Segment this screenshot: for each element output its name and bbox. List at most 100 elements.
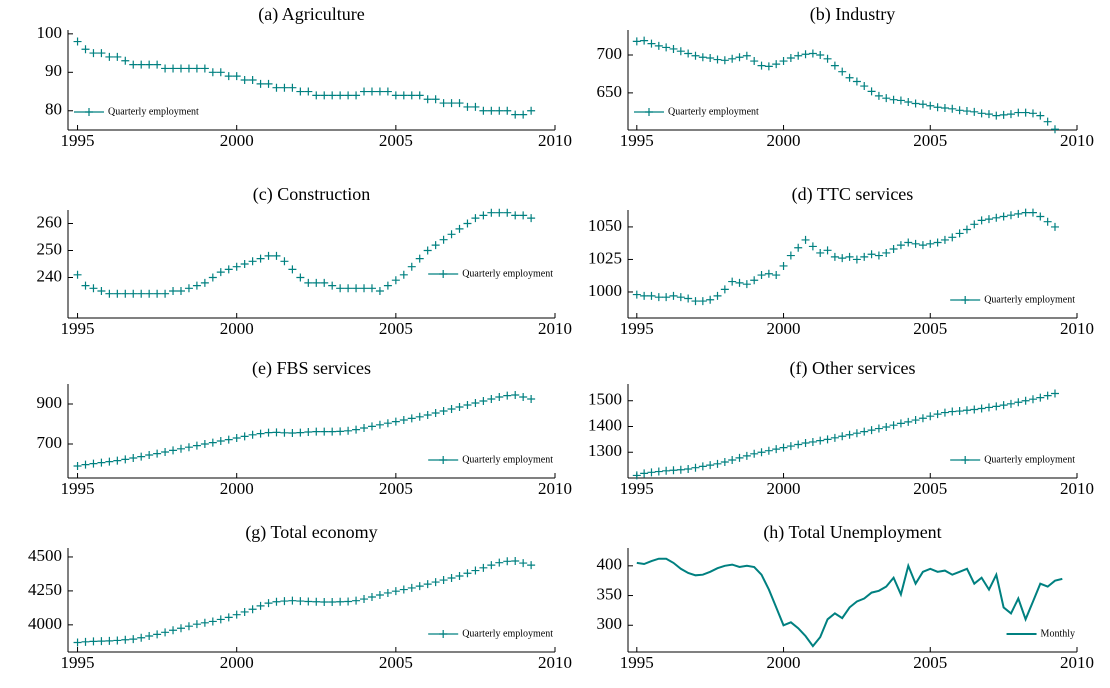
data-point [896,241,905,250]
data-point [105,289,114,298]
data-point [948,104,957,113]
data-point [750,276,759,285]
legend-label: Quarterly employment [984,294,1075,305]
data-point [728,455,737,464]
data-point [81,460,90,469]
data-point [296,87,305,96]
data-point [256,254,265,263]
data-point [823,435,832,444]
data-point [105,457,114,466]
data-point [153,289,162,298]
data-point [169,626,178,635]
data-point [304,87,313,96]
data-point [904,97,913,106]
data-point [447,99,456,108]
data-point [415,254,424,263]
y-tick-label: 1025 [588,248,622,267]
data-point [169,446,178,455]
data-point [280,83,289,92]
data-point [153,449,162,458]
data-point [926,412,935,421]
data-point [764,62,773,71]
data-point [511,391,520,399]
data-point [503,391,512,400]
data-point [519,559,528,568]
data-point [232,610,241,619]
data-point [970,405,979,414]
x-tick-label: 2000 [767,319,801,338]
data-point [926,101,935,110]
data-point [1014,209,1023,218]
data-point [383,281,392,290]
data-point [153,60,162,69]
data-point [720,56,729,65]
data-point [676,47,685,56]
data-point [352,91,361,100]
data-point [184,64,193,73]
data-point [479,397,488,405]
panel-title: (a) Agriculture [258,4,364,25]
data-point [1036,212,1045,221]
data-point [867,250,876,259]
data-point [999,110,1008,119]
data-point [89,284,98,293]
data-point [264,79,273,88]
data-point [1043,391,1052,400]
data-point [320,91,329,100]
data-point [779,443,788,452]
data-point [977,404,986,413]
data-point [801,50,810,59]
data-point [73,37,82,46]
data-point [240,260,249,268]
data-point [860,427,869,436]
data-point [511,557,520,566]
data-point [407,262,416,271]
data-point [224,613,233,622]
data-point [970,107,979,116]
data-point [698,462,707,471]
data-point [447,574,456,583]
data-point [272,597,281,606]
data-point [503,208,512,217]
data-point [830,433,839,442]
data-point [632,290,641,299]
data-point [320,598,329,607]
data-point [176,624,185,633]
data-point [698,53,707,62]
data-point [312,597,321,606]
data-point [845,252,854,261]
data-point [176,287,185,295]
y-tick-label: 650 [597,82,623,101]
data-point [984,215,993,224]
data-point [232,434,241,442]
data-point [161,64,170,73]
data-point [1021,108,1030,117]
data-point [89,49,98,58]
data-point [248,605,257,614]
data-point [962,225,971,234]
data-point [838,254,847,263]
data-point [463,219,472,228]
data-point [280,257,289,266]
data-point [882,94,891,103]
data-point [113,289,122,298]
data-point [823,246,832,255]
data-point [632,37,641,46]
data-point [367,284,376,293]
data-point [89,459,98,468]
x-tick-label: 1995 [620,653,654,672]
data-point [415,91,424,100]
data-point [479,211,488,220]
data-point [431,241,440,250]
data-point [161,448,170,456]
data-point [706,295,715,304]
data-point [129,60,138,69]
data-point [735,278,744,287]
data-point [463,569,472,578]
data-point [383,419,392,428]
data-point [360,284,369,293]
data-point [455,403,464,411]
data-point [852,429,861,438]
data-point [375,420,384,429]
data-point [176,444,185,453]
